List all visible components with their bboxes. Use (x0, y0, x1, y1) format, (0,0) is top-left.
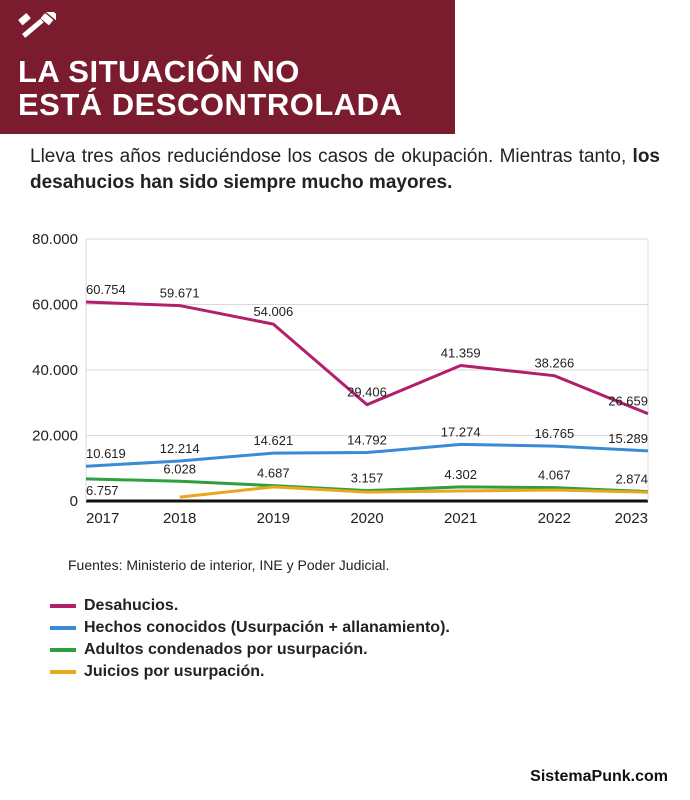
datalabel: 10.619 (86, 446, 126, 461)
header-banner: LA SITUACIÓN NO ESTÁ DESCONTROLADA (0, 0, 455, 134)
datalabel: 4.302 (444, 467, 477, 482)
chart-container: 0 20.000 40.000 60.000 80.000 2017 2018 2019 202… (0, 201, 690, 555)
legend-item: Juicios por usurpación. (50, 663, 690, 681)
datalabel: 59.671 (160, 286, 200, 301)
subtitle: Lleva tres años reduciéndose los casos d… (0, 134, 690, 201)
legend-item: Hechos conocidos (Usurpación + allanamie… (50, 619, 690, 637)
legend-item: Adultos condenados por usurpación. (50, 641, 690, 659)
svg-text:2022: 2022 (538, 510, 571, 527)
svg-text:20.000: 20.000 (32, 428, 78, 445)
legend-item: Desahucios. (50, 597, 690, 615)
datalabel: 14.792 (347, 433, 387, 448)
datalabel: 2.874 (615, 472, 648, 487)
datalabel: 16.765 (534, 426, 574, 441)
datalabel: 12.214 (160, 441, 200, 456)
datalabel: 38.266 (534, 356, 574, 371)
datalabel: 41.359 (441, 346, 481, 361)
svg-text:2017: 2017 (86, 510, 119, 527)
datalabel: 15.289 (608, 431, 648, 446)
svg-text:40.000: 40.000 (32, 362, 78, 379)
legend-swatch (50, 626, 76, 630)
title-line-1: LA SITUACIÓN NO (18, 55, 437, 88)
svg-text:0: 0 (70, 493, 78, 510)
legend: Desahucios. Hechos conocidos (Usurpación … (0, 573, 690, 681)
datalabel: 6.028 (163, 461, 196, 476)
datalabel: 4.067 (538, 468, 571, 483)
legend-swatch (50, 670, 76, 674)
hammers-icon (18, 12, 437, 49)
datalabel: 4.687 (257, 466, 290, 481)
datalabel: 26.659 (608, 394, 648, 409)
datalabel: 6.757 (86, 483, 119, 498)
title-line-2: ESTÁ DESCONTROLADA (18, 88, 437, 121)
line-chart: 0 20.000 40.000 60.000 80.000 2017 2018 2019 202… (30, 221, 660, 551)
legend-swatch (50, 604, 76, 608)
page-title: LA SITUACIÓN NO ESTÁ DESCONTROLADA (18, 55, 437, 122)
datalabel: 54.006 (253, 304, 293, 319)
svg-text:2019: 2019 (257, 510, 290, 527)
datalabel: 17.274 (441, 425, 481, 440)
legend-label: Juicios por usurpación. (84, 663, 264, 681)
svg-text:2018: 2018 (163, 510, 196, 527)
svg-text:80.000: 80.000 (32, 231, 78, 248)
svg-text:2020: 2020 (350, 510, 383, 527)
legend-label: Hechos conocidos (Usurpación + allanamie… (84, 619, 450, 637)
svg-text:2023: 2023 (615, 510, 648, 527)
footer-brand: SistemaPunk.com (530, 768, 668, 786)
legend-swatch (50, 648, 76, 652)
legend-label: Adultos condenados por usurpación. (84, 641, 368, 659)
datalabel: 3.157 (351, 471, 384, 486)
datalabel: 29.406 (347, 385, 387, 400)
datalabel: 60.754 (86, 282, 126, 297)
svg-text:60.000: 60.000 (32, 297, 78, 314)
datalabel: 14.621 (253, 433, 293, 448)
svg-text:2021: 2021 (444, 510, 477, 527)
sources-text: Fuentes: Ministerio de interior, INE y P… (0, 557, 690, 573)
legend-label: Desahucios. (84, 597, 178, 615)
subtitle-part1: Lleva tres años reduciéndose los casos d… (30, 146, 633, 167)
